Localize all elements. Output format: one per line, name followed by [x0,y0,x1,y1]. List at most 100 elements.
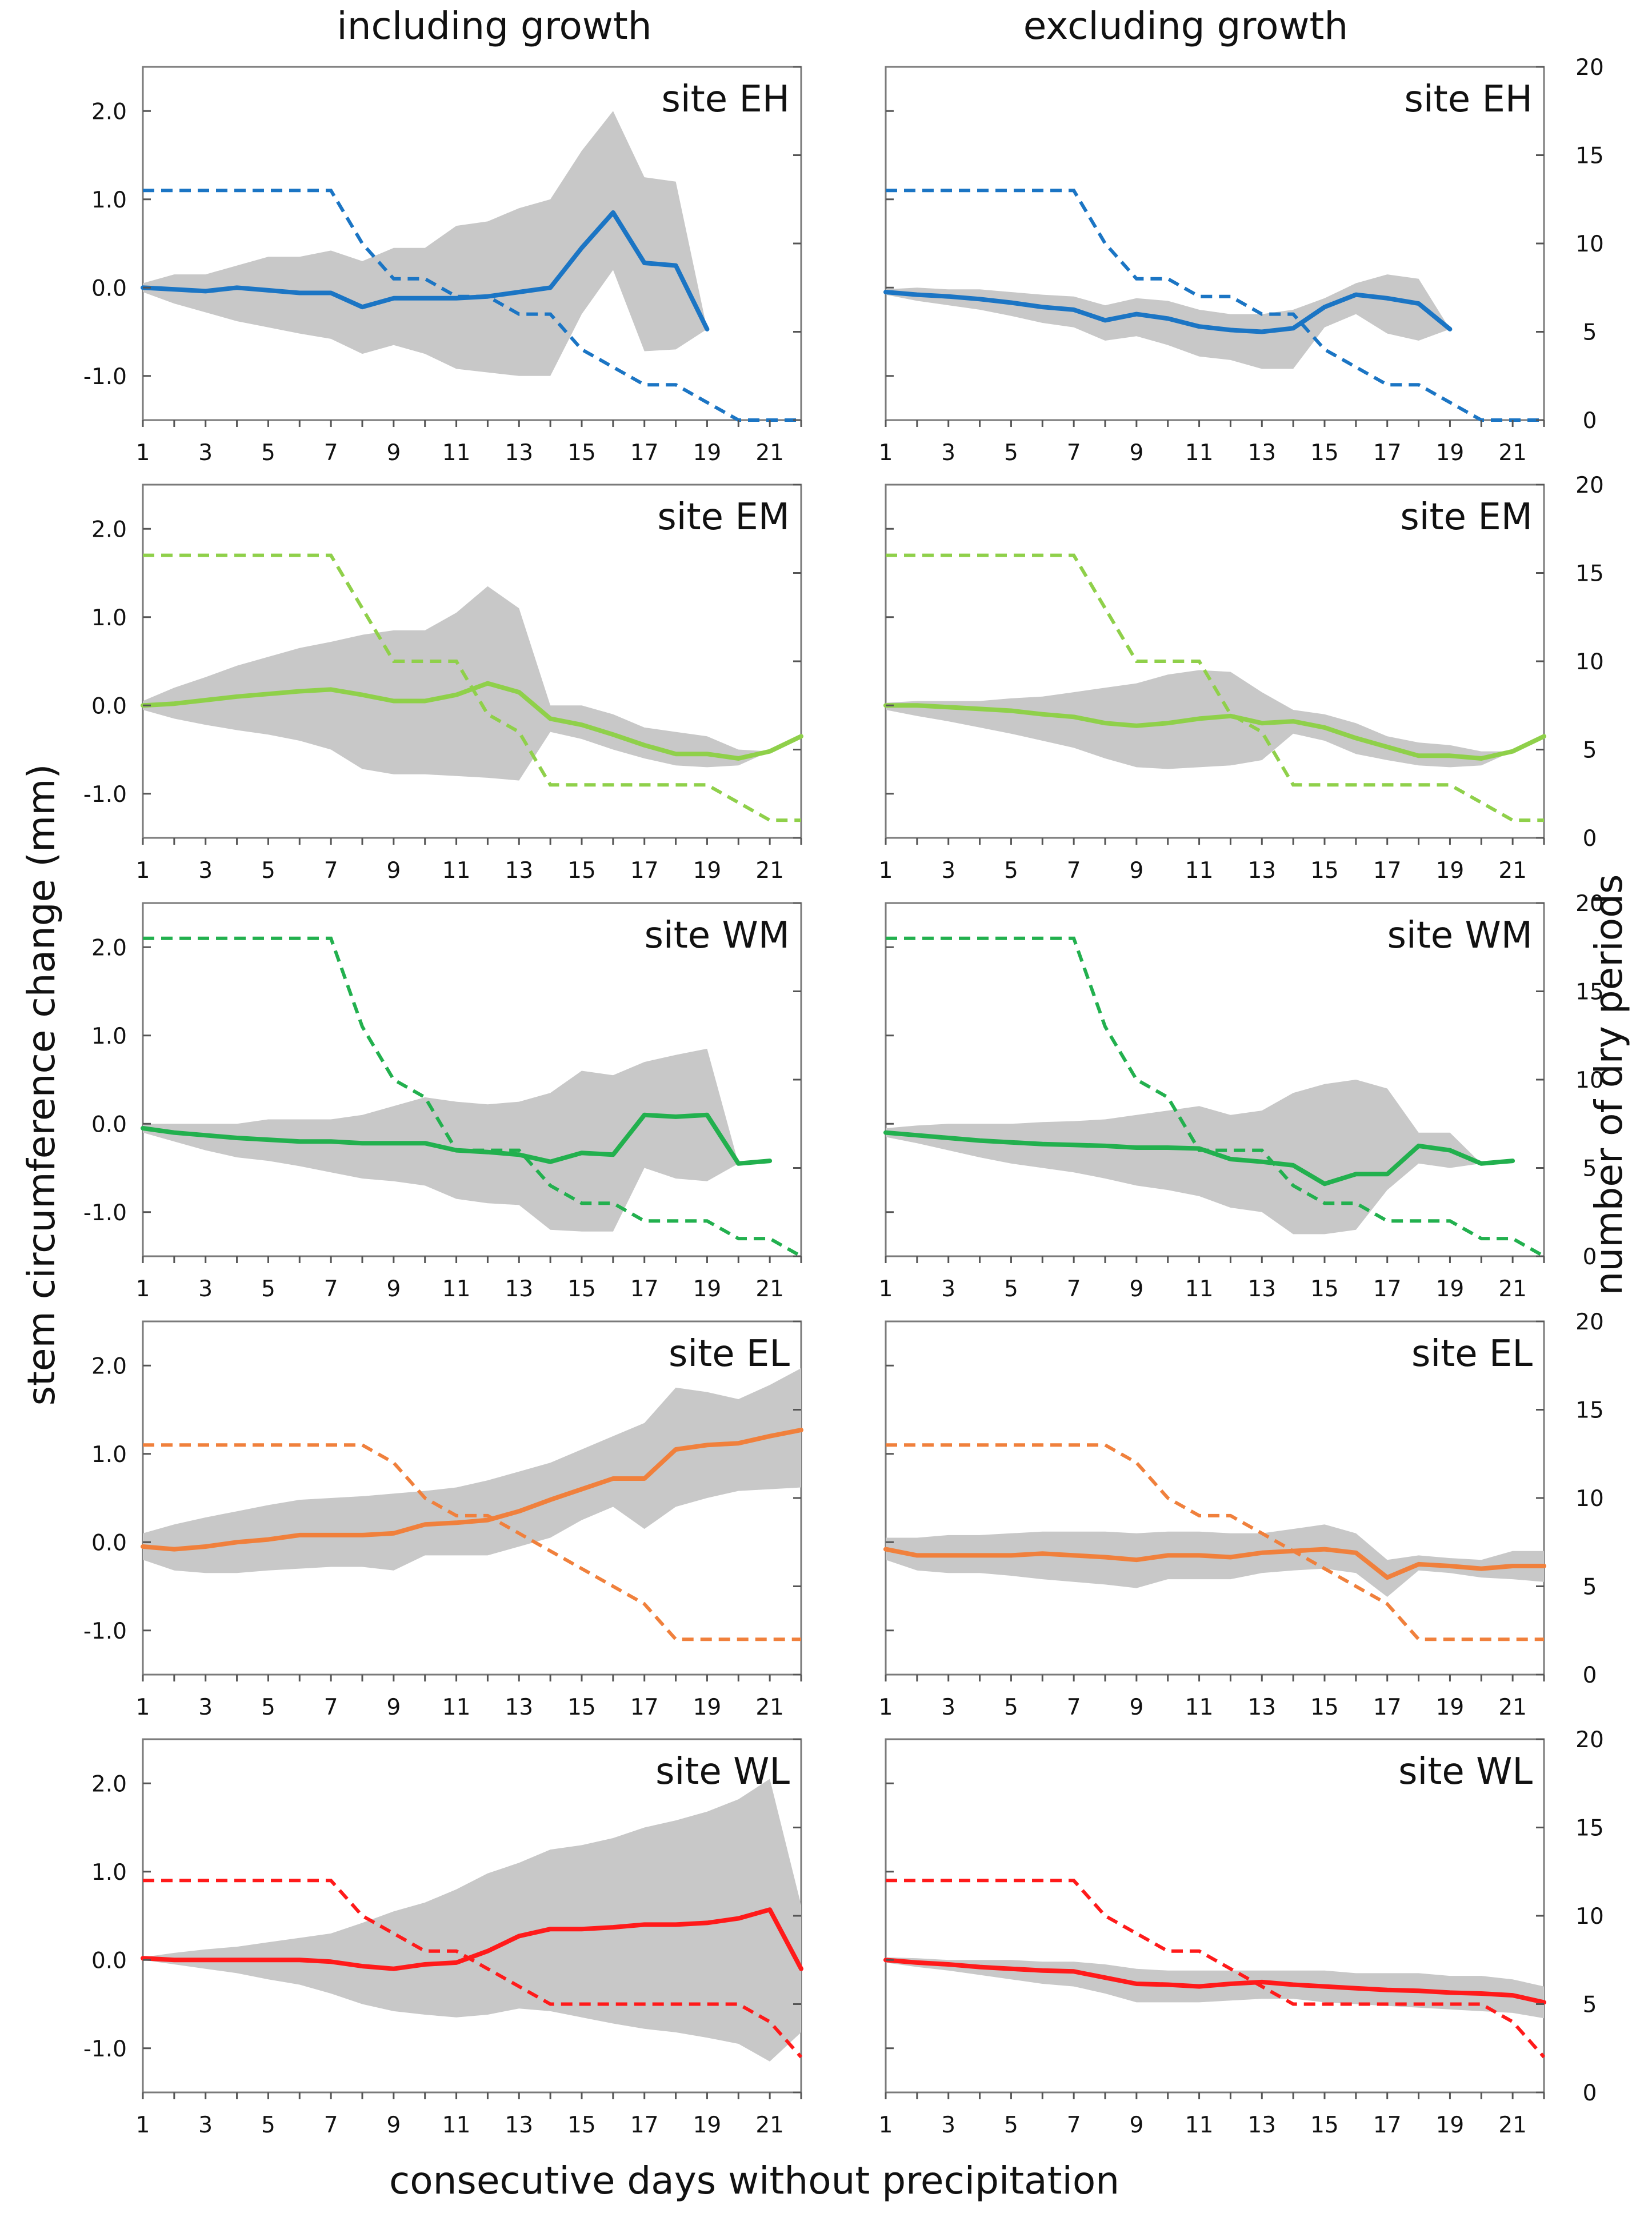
x-tick-label: 9 [1129,440,1143,466]
right-tick-label: 15 [1575,980,1604,1005]
x-tick-label: 1 [879,2112,893,2138]
right-tick-label: 10 [1575,1904,1604,1930]
x-tick-label: 3 [198,440,213,466]
right-tick-label: 0 [1583,1663,1597,1688]
x-tick-label: 9 [1129,1276,1143,1302]
x-tick-label: 21 [755,1276,784,1302]
x-tick-label: 3 [941,1276,955,1302]
x-axis-title: consecutive days without precipitation [389,2159,1119,2203]
x-tick-label: 13 [505,1276,533,1302]
range-band [886,1080,1513,1235]
mean-line [141,210,710,331]
x-tick-label: 17 [1373,858,1402,884]
x-tick-label: 19 [693,2112,722,2138]
x-tick-label: 11 [1185,440,1214,466]
mean-line [141,1428,803,1552]
right-tick-label: 0 [1583,2080,1597,2106]
site-label: site EM [657,496,790,538]
x-tick-label: 17 [630,858,659,884]
x-tick-label: 5 [1004,440,1018,466]
site-label: site WL [655,1751,790,1793]
x-tick-label: 1 [879,1276,893,1302]
x-tick-label: 7 [1067,1695,1081,1720]
right-tick-label: 15 [1575,1398,1604,1424]
site-label: site EH [1405,78,1533,121]
x-tick-label: 1 [136,2112,150,2138]
mean-line [141,681,803,761]
x-tick-label: 3 [198,1695,213,1720]
x-tick-label: 17 [1373,2112,1402,2138]
x-tick-label: 15 [567,858,596,884]
range-band [143,586,801,781]
x-tick-label: 17 [1373,1695,1402,1720]
x-tick-label: 13 [1247,1276,1276,1302]
x-tick-label: 11 [442,858,471,884]
x-tick-label: 13 [1247,858,1276,884]
mean-line [883,1547,1546,1580]
x-tick-label: 9 [1129,858,1143,884]
right-tick-label: 10 [1575,649,1604,675]
dry-periods-line [143,1443,801,1641]
x-tick-label: 17 [630,440,659,466]
x-tick-label: 15 [1310,1695,1339,1720]
y-tick-label: -1.0 [83,782,127,808]
range-band [143,1368,801,1573]
x-tick-label: 19 [1436,1276,1465,1302]
x-tick-label: 3 [941,1695,955,1720]
x-tick-label: 7 [1067,2112,1081,2138]
x-tick-label: 5 [1004,1276,1018,1302]
x-tick-label: 15 [1310,1276,1339,1302]
x-tick-label: 5 [261,440,275,466]
site-label: site EH [662,78,790,121]
mean-line [141,1112,773,1166]
right-tick-label: 5 [1583,738,1597,764]
x-tick-label: 3 [198,2112,213,2138]
x-tick-label: 19 [693,858,722,884]
x-tick-label: 17 [630,1276,659,1302]
x-tick-label: 7 [324,2112,338,2138]
dry-periods-line [886,189,1544,422]
x-tick-label: 21 [755,440,784,466]
right-tick-label: 10 [1575,1068,1604,1093]
y-tick-label: 0.0 [91,275,127,301]
x-tick-label: 7 [1067,1276,1081,1302]
x-tick-label: 3 [941,2112,955,2138]
x-tick-label: 9 [386,2112,401,2138]
mean-line [883,1130,1515,1187]
x-tick-label: 15 [567,1695,596,1720]
right-tick-label: 20 [1575,891,1604,917]
x-tick-label: 13 [1247,440,1276,466]
x-tick-label: 13 [505,858,533,884]
x-tick-label: 9 [1129,2112,1143,2138]
x-tick-label: 19 [1436,440,1465,466]
x-tick-label: 5 [261,1695,275,1720]
column-title-including: including growth [337,4,651,48]
x-tick-label: 7 [1067,440,1081,466]
x-tick-label: 13 [505,440,533,466]
column-title-excluding: excluding growth [1023,4,1348,48]
x-tick-label: 7 [324,858,338,884]
mean-line [883,290,1453,334]
site-label: site WM [645,914,790,957]
x-tick-label: 1 [879,1695,893,1720]
x-tick-label: 19 [693,1695,722,1720]
right-tick-label: 15 [1575,561,1604,587]
x-tick-label: 11 [442,440,471,466]
x-tick-label: 19 [693,440,722,466]
y-tick-label: 2.0 [91,517,127,542]
y-tick-label: 2.0 [91,1353,127,1379]
x-tick-label: 13 [505,1695,533,1720]
x-tick-label: 5 [1004,858,1018,884]
y-tick-label: 2.0 [91,1771,127,1797]
y-tick-label: 1.0 [91,1442,127,1468]
right-tick-label: 0 [1583,1244,1597,1270]
right-axis-title: number of dry periods [1587,874,1631,1296]
x-tick-label: 5 [1004,2112,1018,2138]
x-tick-label: 1 [136,1276,150,1302]
